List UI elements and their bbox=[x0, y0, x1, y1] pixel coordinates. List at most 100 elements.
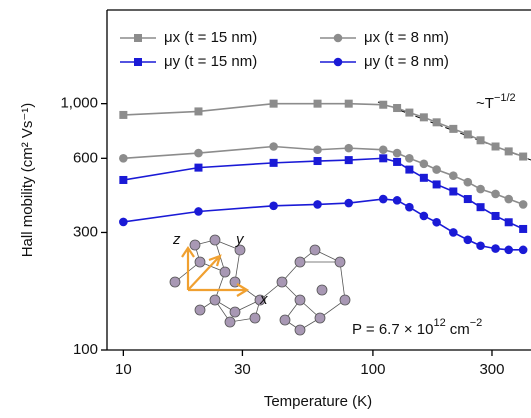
marker bbox=[463, 195, 472, 204]
marker bbox=[463, 177, 473, 187]
x-axis-label: Temperature (K) bbox=[264, 393, 372, 410]
marker bbox=[194, 163, 203, 172]
marker bbox=[119, 154, 128, 163]
marker bbox=[344, 99, 353, 108]
marker bbox=[504, 194, 513, 204]
marker bbox=[405, 154, 414, 163]
marker bbox=[432, 165, 441, 174]
density-text: P = 6.7 × 10 bbox=[352, 321, 433, 338]
marker bbox=[333, 57, 343, 67]
marker bbox=[379, 100, 388, 109]
marker bbox=[463, 130, 472, 139]
marker bbox=[463, 235, 473, 245]
marker bbox=[333, 33, 343, 43]
marker bbox=[194, 107, 203, 116]
plot-area bbox=[119, 99, 528, 255]
marker bbox=[419, 211, 429, 221]
marker bbox=[119, 217, 128, 227]
marker bbox=[393, 157, 402, 166]
density-annotation: P = 6.7 × 1012 cm−2 bbox=[352, 317, 482, 338]
marker bbox=[432, 180, 441, 189]
marker bbox=[449, 171, 458, 180]
marker bbox=[269, 142, 278, 151]
marker bbox=[119, 175, 128, 184]
marker bbox=[449, 124, 458, 133]
marker bbox=[504, 245, 513, 255]
inset-structure bbox=[169, 234, 351, 336]
marker bbox=[419, 113, 428, 122]
density-unit-exponent: −2 bbox=[470, 317, 483, 329]
marker bbox=[134, 58, 142, 66]
density-unit: cm bbox=[450, 321, 470, 338]
marker bbox=[419, 173, 428, 182]
y-axis-label: Hall mobility (cm² Vs⁻¹) bbox=[19, 103, 36, 258]
marker bbox=[194, 207, 203, 216]
marker bbox=[269, 99, 278, 108]
marker bbox=[378, 194, 388, 204]
marker bbox=[313, 200, 322, 209]
marker bbox=[519, 224, 528, 233]
trend-exponent: −1/2 bbox=[494, 92, 516, 104]
marker bbox=[378, 145, 388, 155]
inset-label: x bbox=[259, 291, 268, 308]
marker bbox=[476, 184, 485, 194]
marker bbox=[393, 104, 402, 113]
marker bbox=[504, 147, 513, 156]
marker bbox=[476, 241, 485, 251]
marker bbox=[405, 108, 414, 117]
series-line bbox=[123, 157, 524, 230]
y-tick-label: 300 bbox=[73, 223, 98, 240]
marker bbox=[419, 159, 429, 169]
density-exponent: 12 bbox=[433, 317, 445, 329]
marker bbox=[405, 165, 414, 174]
marker bbox=[449, 187, 458, 196]
marker bbox=[476, 203, 485, 212]
marker bbox=[269, 158, 278, 167]
x-tick-label: 10 bbox=[115, 361, 132, 378]
marker bbox=[344, 156, 353, 165]
inset-label: z bbox=[172, 231, 181, 248]
marker bbox=[405, 202, 414, 212]
marker bbox=[392, 148, 402, 158]
x-tick-label: 100 bbox=[360, 361, 385, 378]
trend-annotation: ~T−1/2 bbox=[476, 92, 516, 112]
marker bbox=[518, 200, 528, 209]
marker bbox=[119, 110, 128, 119]
legend-label: μy (t = 15 nm) bbox=[164, 53, 257, 70]
marker bbox=[194, 148, 203, 158]
marker bbox=[313, 145, 322, 155]
marker bbox=[344, 143, 354, 153]
x-tick-label: 300 bbox=[479, 361, 504, 378]
marker bbox=[476, 136, 485, 145]
series-line bbox=[123, 145, 524, 206]
inset-label: y bbox=[235, 231, 245, 248]
legend-label: μx (t = 15 nm) bbox=[164, 29, 257, 46]
marker bbox=[344, 198, 354, 208]
y-tick-label: 600 bbox=[73, 149, 98, 166]
marker bbox=[269, 201, 278, 211]
marker bbox=[491, 211, 500, 220]
marker bbox=[432, 217, 441, 227]
marker bbox=[313, 99, 322, 108]
legend-label: μy (t = 8 nm) bbox=[364, 53, 449, 70]
y-tick-label: 100 bbox=[73, 341, 98, 358]
marker bbox=[134, 34, 142, 42]
trend-text: ~T bbox=[476, 95, 494, 112]
marker bbox=[313, 157, 322, 166]
legend-label: μx (t = 8 nm) bbox=[364, 29, 449, 46]
marker bbox=[491, 189, 500, 199]
series-line bbox=[123, 102, 524, 158]
marker bbox=[432, 118, 441, 127]
inset-axes bbox=[181, 246, 250, 297]
marker bbox=[449, 228, 458, 237]
series-line bbox=[123, 198, 524, 251]
marker bbox=[491, 244, 500, 253]
marker bbox=[491, 142, 500, 151]
marker bbox=[519, 152, 528, 161]
marker bbox=[504, 218, 513, 227]
y-tick-label: 1,000 bbox=[60, 95, 98, 112]
marker bbox=[518, 245, 528, 255]
x-tick-label: 30 bbox=[234, 361, 251, 378]
